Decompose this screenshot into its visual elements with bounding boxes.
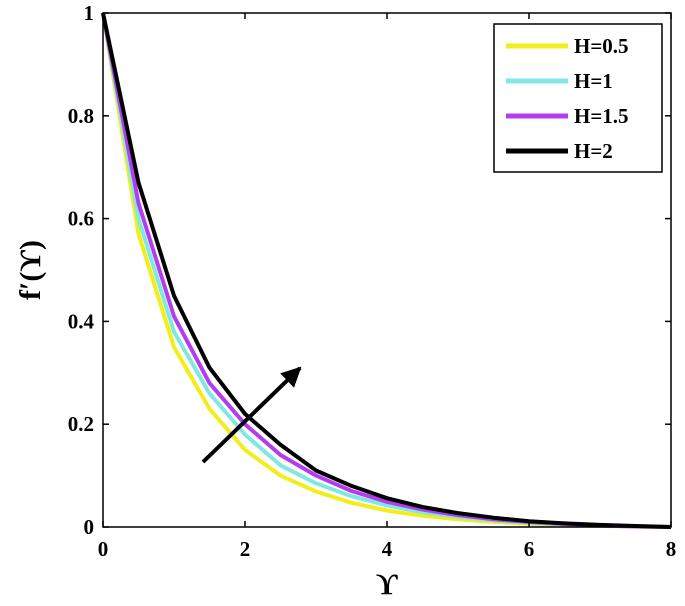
x-tick-label: 2	[240, 537, 251, 561]
y-tick-label: 0.6	[68, 207, 94, 231]
legend-label-1: H=1	[574, 69, 613, 93]
x-tick-label: 0	[98, 537, 109, 561]
y-tick-label: 0.2	[68, 412, 94, 436]
legend-label-0: H=0.5	[574, 34, 629, 58]
y-tick-label: 1	[84, 1, 95, 25]
y-axis-label: f′(ϒ)	[14, 240, 47, 300]
legend-box	[493, 23, 663, 173]
series-layer	[101, 12, 672, 529]
increase-arrow	[201, 366, 302, 464]
legend: H=0.5 H=1 H=1.5 H=2	[493, 23, 663, 173]
legend-label-3: H=2	[574, 139, 613, 163]
legend-label-2: H=1.5	[574, 104, 629, 128]
x-tick-label: 8	[666, 537, 677, 561]
series-line-3	[101, 12, 672, 529]
y-tick-label: 0	[84, 515, 95, 539]
y-tick-label: 0.8	[68, 104, 94, 128]
x-tick-label: 6	[524, 537, 535, 561]
x-tick-label: 4	[382, 537, 393, 561]
ticks-layer: 0 2 4 6 8 0 0.2 0.4 0.6 0.8 1	[68, 1, 677, 561]
x-axis-label: ϒ	[376, 568, 398, 601]
y-tick-label: 0.4	[68, 309, 95, 333]
